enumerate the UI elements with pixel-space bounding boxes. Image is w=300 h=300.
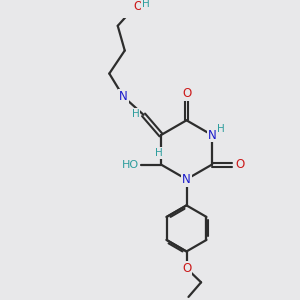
Text: H: H <box>142 0 149 9</box>
Text: HO: HO <box>122 160 139 170</box>
Text: H: H <box>132 109 140 119</box>
Text: N: N <box>119 90 128 103</box>
Text: O: O <box>182 262 191 275</box>
Text: H: H <box>217 124 225 134</box>
Text: O: O <box>235 158 244 171</box>
Text: N: N <box>182 173 191 186</box>
Text: O: O <box>134 0 143 13</box>
Text: O: O <box>182 87 191 101</box>
Text: H: H <box>155 148 163 158</box>
Text: N: N <box>208 129 216 142</box>
